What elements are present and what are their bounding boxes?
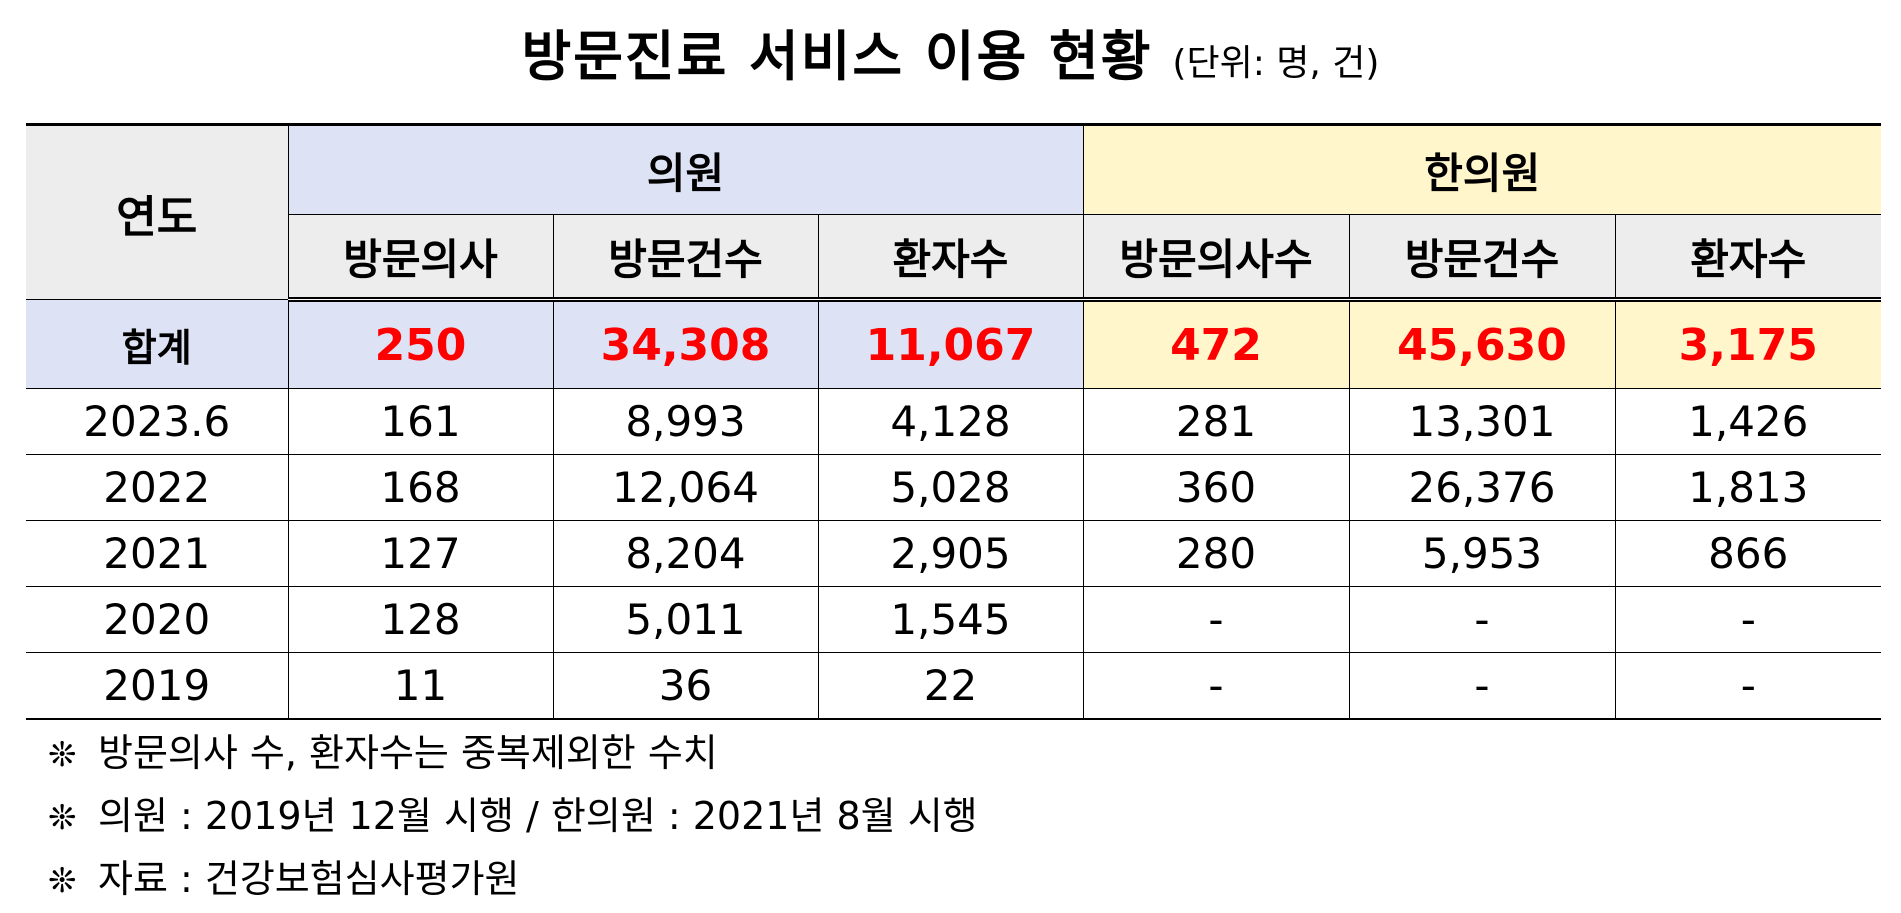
total-clinic-patients: 11,067: [817, 299, 1084, 389]
asterisk-icon: ❊: [48, 798, 77, 838]
value-cell: 36: [552, 652, 819, 720]
value-cell: 128: [287, 586, 554, 653]
oriental-patients-header: 환자수: [1614, 214, 1882, 302]
value-cell: 2,905: [817, 520, 1084, 587]
page-title: 방문진료 서비스 이용 현황: [521, 25, 1153, 88]
value-cell: 5,011: [552, 586, 819, 653]
footnote-line: ❊ 자료 : 건강보험심사평가원: [48, 848, 1878, 911]
value-cell: -: [1348, 586, 1616, 653]
value-cell: 13,301: [1348, 388, 1616, 455]
value-cell: 866: [1614, 520, 1882, 587]
value-cell: -: [1614, 652, 1882, 720]
table-row: 2021 127 8,204 2,905 280 5,953 866: [26, 520, 1882, 587]
value-cell: 1,813: [1614, 454, 1882, 521]
table-row: 2019 11 36 22 - - -: [26, 652, 1882, 720]
clinic-visits-header: 방문건수: [552, 214, 819, 302]
group-header-row: 연도 의원 한의원: [26, 123, 1882, 300]
asterisk-icon: ❊: [48, 735, 77, 775]
footnotes: ❊ 방문의사 수, 환자수는 중복제외한 수치 ❊ 의원 : 2019년 12월 시…: [48, 722, 1878, 911]
value-cell: 280: [1082, 520, 1350, 587]
total-row: 합계 250 34,308 11,067 472 45,630 3,175: [26, 299, 1882, 389]
value-cell: 1,545: [817, 586, 1084, 653]
year-header: 연도: [26, 123, 289, 300]
value-cell: 26,376: [1348, 454, 1616, 521]
year-cell: 2022: [26, 454, 289, 521]
clinic-group-header: 의원: [287, 123, 1084, 215]
value-cell: 360: [1082, 454, 1350, 521]
footnote-text: 의원 : 2019년 12월 시행 / 한의원 : 2021년 8월 시행: [98, 794, 978, 838]
value-cell: 168: [287, 454, 554, 521]
value-cell: 161: [287, 388, 554, 455]
value-cell: 22: [817, 652, 1084, 720]
value-cell: 4,128: [817, 388, 1084, 455]
total-label: 합계: [26, 299, 289, 389]
value-cell: 5,953: [1348, 520, 1616, 587]
value-cell: -: [1614, 586, 1882, 653]
year-cell: 2020: [26, 586, 289, 653]
value-cell: -: [1082, 652, 1350, 720]
oriental-doctors-header: 방문의사수: [1082, 214, 1350, 302]
year-cell: 2021: [26, 520, 289, 587]
total-oriental-doctors: 472: [1082, 299, 1350, 389]
value-cell: 5,028: [817, 454, 1084, 521]
sub-header-row: 방문의사 방문건수 환자수 방문의사수 방문건수 환자수: [26, 214, 1882, 302]
total-oriental-visits: 45,630: [1348, 299, 1616, 389]
oriental-visits-header: 방문건수: [1348, 214, 1616, 302]
unit-label: (단위: 명, 건): [1172, 43, 1380, 84]
asterisk-icon: ❊: [48, 861, 77, 901]
total-clinic-doctors: 250: [287, 299, 554, 389]
total-oriental-patients: 3,175: [1614, 299, 1882, 389]
oriental-group-header: 한의원: [1082, 123, 1882, 215]
table-row: 2020 128 5,011 1,545 - - -: [26, 586, 1882, 653]
value-cell: 11: [287, 652, 554, 720]
footnote-text: 방문의사 수, 환자수는 중복제외한 수치: [98, 731, 718, 775]
value-cell: 8,204: [552, 520, 819, 587]
title-row: 방문진료 서비스 이용 현황 (단위: 명, 건): [0, 12, 1901, 92]
value-cell: 127: [287, 520, 554, 587]
visit-care-table: 연도 의원 한의원 방문의사 방문건수 환자수 방문의사수 방문건수 환자수 합…: [26, 123, 1882, 720]
value-cell: -: [1082, 586, 1350, 653]
footnote-line: ❊ 의원 : 2019년 12월 시행 / 한의원 : 2021년 8월 시행: [48, 785, 1878, 848]
value-cell: -: [1348, 652, 1616, 720]
footnote-text: 자료 : 건강보험심사평가원: [98, 857, 520, 901]
clinic-doctors-header: 방문의사: [288, 214, 554, 302]
clinic-patients-header: 환자수: [817, 214, 1084, 302]
footnote-line: ❊ 방문의사 수, 환자수는 중복제외한 수치: [48, 722, 1878, 785]
value-cell: 8,993: [552, 388, 819, 455]
table-row: 2023.6 161 8,993 4,128 281 13,301 1,426: [26, 388, 1882, 455]
table-row: 2022 168 12,064 5,028 360 26,376 1,813: [26, 454, 1882, 521]
year-cell: 2023.6: [26, 388, 289, 455]
total-clinic-visits: 34,308: [552, 299, 819, 389]
value-cell: 1,426: [1614, 388, 1882, 455]
year-cell: 2019: [26, 652, 289, 720]
value-cell: 12,064: [552, 454, 819, 521]
value-cell: 281: [1082, 388, 1350, 455]
